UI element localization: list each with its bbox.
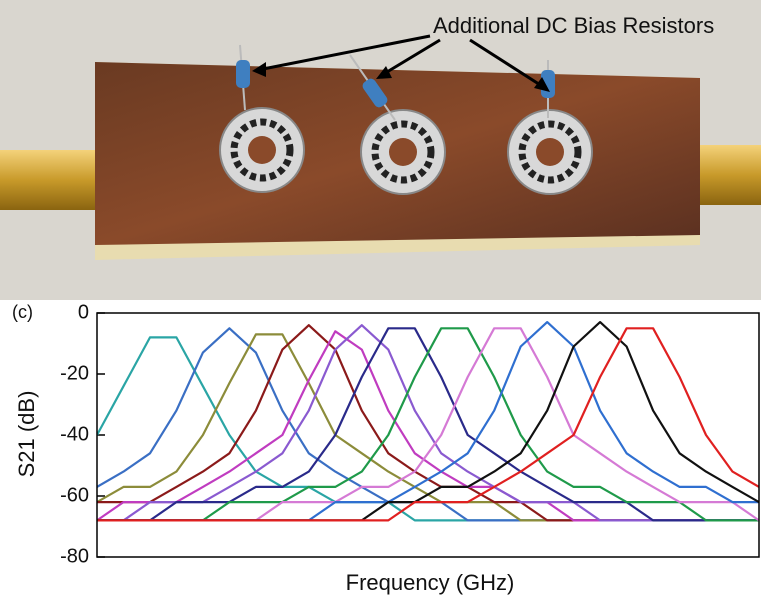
- connector-right: [700, 145, 761, 205]
- photo-annotation: Additional DC Bias Resistors: [433, 13, 714, 38]
- x-axis-label: Frequency (GHz): [346, 570, 515, 595]
- y-tick-label: -80: [60, 545, 89, 567]
- chart: (c) Frequency (GHz) S21 (dB) 0 -20 -40 -60 -…: [12, 301, 760, 595]
- photo: Additional DC Bias Resistors: [0, 0, 761, 300]
- panel-label: (c): [12, 302, 33, 322]
- y-tick-label: -20: [60, 362, 89, 384]
- y-tick-label: -40: [60, 423, 89, 445]
- components: [230, 118, 582, 184]
- series-line: [97, 324, 759, 522]
- pad-centers: [248, 136, 564, 166]
- series-group: [97, 321, 759, 522]
- y-tick-label: 0: [78, 301, 89, 323]
- resistors: [236, 44, 555, 121]
- series-line: [97, 327, 759, 522]
- connector-left: [0, 150, 110, 210]
- y-tick-label: -60: [60, 484, 89, 506]
- plot-frame: [96, 312, 760, 558]
- annotation-arrows: [252, 34, 550, 92]
- series-line: [97, 327, 759, 522]
- y-axis-label: S21 (dB): [14, 391, 39, 478]
